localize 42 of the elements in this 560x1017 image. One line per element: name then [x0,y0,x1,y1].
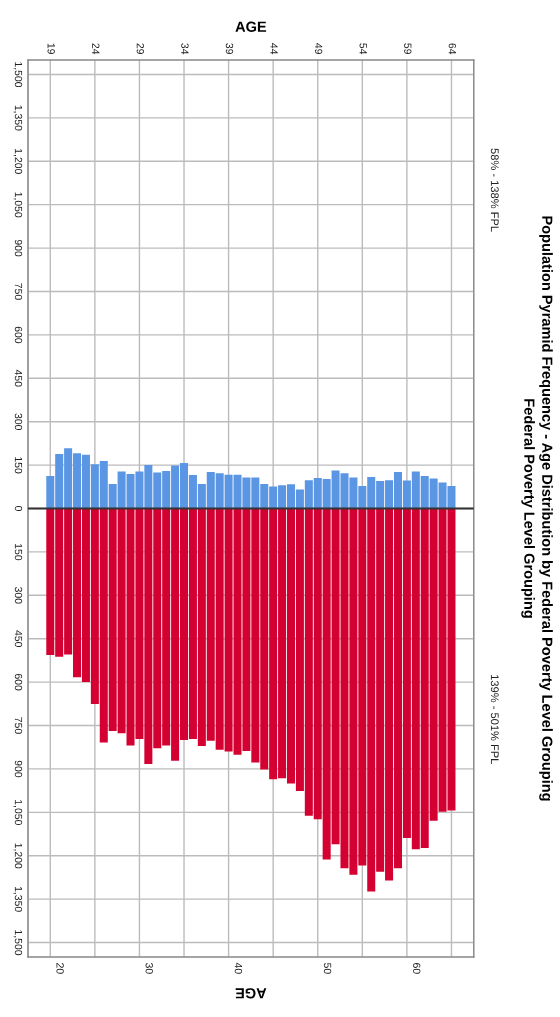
y-tick-label: 1,500 [13,930,23,956]
x2-tick-label: 24 [92,43,100,55]
x2-tick-label: 49 [314,43,323,54]
y-tick-label: 750 [14,283,23,300]
y-tick-label: 750 [14,717,23,734]
y-tick-label: 1,050 [13,800,23,825]
y-tick-label: 450 [14,369,23,387]
y-tick-label: 900 [14,239,23,257]
y-tick-label: 1,200 [13,843,23,869]
x2-tick-label: 54 [359,43,367,55]
x-tick-label: 30 [145,962,153,974]
x2-axis-title: AGE [235,21,267,32]
y-tick-label: 0 [14,506,23,511]
x2-tick-label: 34 [181,43,189,55]
x-tick-label: 20 [56,963,64,974]
y-tick-label: 600 [14,326,23,344]
text: Federal Poverty Level Grouping [521,399,535,618]
x2-tick-label: 64 [448,43,457,55]
y-tick-label: 300 [14,587,23,604]
y-tick-label: 900 [14,760,23,778]
x2-tick-label: 59 [404,43,412,54]
y-tick-label: 1,500 [13,62,23,88]
text: 139% - 501% FPL [490,675,499,765]
y-tick-label: 1,350 [13,886,23,912]
y-tick-label: 150 [14,457,23,474]
y-tick-label: 1,200 [13,149,23,174]
text: Population Pyramid Frequency - Age Distribution by Federal Poverty Level Grouping [539,216,553,801]
y-tick-label: 600 [14,673,23,691]
x2-tick-label: 19 [47,43,55,54]
x-tick-label: 50 [323,962,332,974]
text: 58% - 138% FPL [490,148,499,232]
x2-tick-label: 29 [136,43,145,54]
y-tick-label: 150 [14,544,23,561]
y-tick-label: 1,350 [13,105,23,131]
x-axis-title: AGE [235,988,267,999]
x-tick-label: 60 [413,963,421,974]
x2-tick-label: 44 [270,43,278,55]
x2-tick-label: 39 [225,43,234,54]
y-tick-label: 450 [14,630,23,647]
y-tick-label: 1,050 [13,192,23,218]
x-tick-label: 40 [234,962,243,974]
y-tick-label: 300 [14,413,23,430]
